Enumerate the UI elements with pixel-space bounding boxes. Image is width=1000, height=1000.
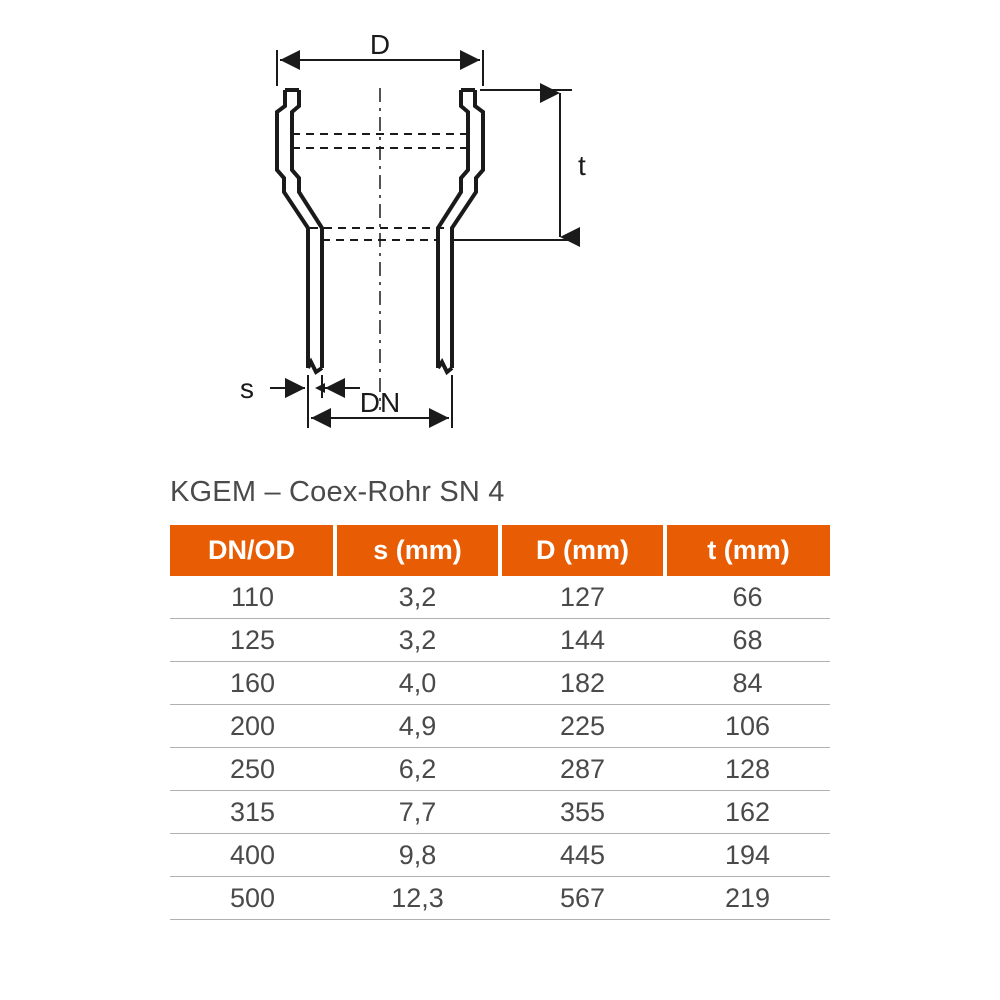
table-cell: 567 <box>500 877 665 920</box>
table-cell: 110 <box>170 576 335 619</box>
dim-label-s: s <box>240 373 254 404</box>
table-cell: 7,7 <box>335 791 500 834</box>
table-cell: 162 <box>665 791 830 834</box>
table-cell: 128 <box>665 748 830 791</box>
table-cell: 144 <box>500 619 665 662</box>
table-cell: 287 <box>500 748 665 791</box>
table-cell: 250 <box>170 748 335 791</box>
table-cell: 225 <box>500 705 665 748</box>
table-cell: 194 <box>665 834 830 877</box>
pipe-diagram: D t DN s <box>180 30 650 450</box>
table-cell: 355 <box>500 791 665 834</box>
table-cell: 4,9 <box>335 705 500 748</box>
table-cell: 182 <box>500 662 665 705</box>
table-cell: 445 <box>500 834 665 877</box>
table-cell: 84 <box>665 662 830 705</box>
col-header-D: D (mm) <box>500 525 665 576</box>
table-header-row: DN/OD s (mm) D (mm) t (mm) <box>170 525 830 576</box>
table-cell: 125 <box>170 619 335 662</box>
table-cell: 219 <box>665 877 830 920</box>
table-cell: 160 <box>170 662 335 705</box>
table-cell: 315 <box>170 791 335 834</box>
table-row: 1604,018284 <box>170 662 830 705</box>
table-cell: 68 <box>665 619 830 662</box>
table-title: KGEM – Coex-Rohr SN 4 <box>170 476 505 509</box>
table-cell: 200 <box>170 705 335 748</box>
table-cell: 400 <box>170 834 335 877</box>
table-row: 1253,214468 <box>170 619 830 662</box>
table-row: 3157,7355162 <box>170 791 830 834</box>
col-header-t: t (mm) <box>665 525 830 576</box>
table-cell: 6,2 <box>335 748 500 791</box>
table-cell: 500 <box>170 877 335 920</box>
table-cell: 3,2 <box>335 619 500 662</box>
table-cell: 3,2 <box>335 576 500 619</box>
table-row: 2506,2287128 <box>170 748 830 791</box>
table-cell: 66 <box>665 576 830 619</box>
col-header-dnod: DN/OD <box>170 525 335 576</box>
dim-label-D: D <box>370 30 390 60</box>
table-cell: 127 <box>500 576 665 619</box>
table-cell: 106 <box>665 705 830 748</box>
dim-label-t: t <box>578 150 586 181</box>
table-row: 1103,212766 <box>170 576 830 619</box>
dim-label-DN: DN <box>360 387 400 418</box>
table-cell: 4,0 <box>335 662 500 705</box>
table-cell: 9,8 <box>335 834 500 877</box>
table-row: 50012,3567219 <box>170 877 830 920</box>
spec-table: DN/OD s (mm) D (mm) t (mm) 1103,21276612… <box>170 525 830 920</box>
col-header-s: s (mm) <box>335 525 500 576</box>
table-cell: 12,3 <box>335 877 500 920</box>
table-row: 4009,8445194 <box>170 834 830 877</box>
table-row: 2004,9225106 <box>170 705 830 748</box>
